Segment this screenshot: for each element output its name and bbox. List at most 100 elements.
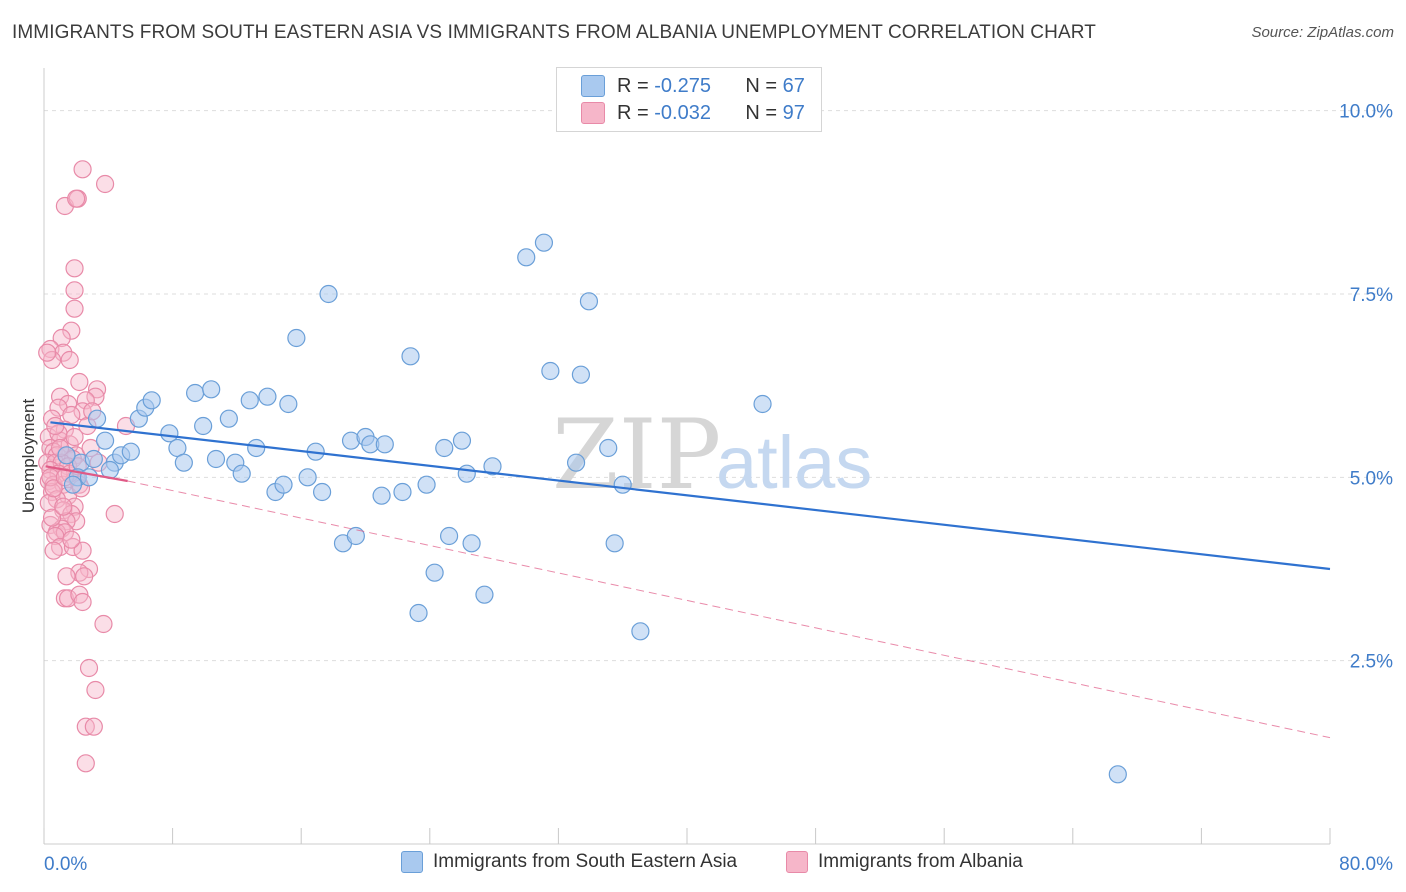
y-tick-label: 7.5%	[1350, 285, 1393, 306]
albania-point	[94, 614, 113, 634]
n-label: N =	[745, 101, 778, 124]
sea-point	[571, 365, 591, 384]
sea-point	[202, 380, 221, 399]
albania-point	[65, 299, 84, 318]
sea-point	[417, 475, 436, 494]
albania-point	[95, 174, 115, 194]
sea-point	[372, 486, 391, 505]
y-tick-label: 10.0%	[1339, 102, 1393, 123]
albania-point	[55, 523, 74, 542]
sea-point	[401, 347, 420, 366]
sea-point	[319, 284, 338, 304]
r-value: -0.032	[654, 101, 711, 124]
albania-point	[62, 321, 81, 340]
sea-point	[435, 438, 454, 458]
sea-point	[375, 435, 394, 454]
albania-point	[67, 512, 86, 531]
albania-point	[84, 717, 103, 736]
sea-point	[566, 453, 586, 472]
sea-point	[534, 233, 554, 252]
albania-point	[60, 350, 79, 370]
sea-point	[240, 391, 259, 410]
watermark-atlas: atlas	[716, 421, 872, 504]
sea-point	[541, 361, 560, 381]
legend-row-albania: R = -0.032 N = 97	[581, 100, 805, 126]
albania-point	[41, 468, 60, 487]
n-value: 67	[782, 74, 805, 97]
chart-title: IMMIGRANTS FROM SOUTH EASTERN ASIA VS IM…	[12, 22, 1096, 43]
sea-point	[452, 431, 472, 450]
sea-point	[79, 468, 99, 487]
sea-point	[160, 424, 179, 443]
sea-point	[279, 394, 298, 414]
sea-point	[483, 457, 502, 476]
sea-point	[206, 449, 226, 469]
albania-point	[76, 754, 95, 773]
sea-point	[57, 446, 76, 465]
sea-point	[298, 468, 317, 487]
albania-point	[86, 680, 105, 700]
legend-label-albania: Immigrants from Albania	[818, 851, 1023, 872]
sea-point	[95, 431, 115, 450]
x-tick-label: 0.0%	[44, 854, 87, 875]
sea-point	[142, 391, 161, 410]
albania-point	[70, 372, 89, 392]
sea-point	[409, 603, 428, 623]
albania-trend-line	[45, 465, 128, 483]
albania-point	[75, 567, 94, 586]
trend-lines	[45, 421, 1331, 739]
albania-point	[63, 537, 83, 557]
sea-point	[753, 394, 772, 414]
sea-point	[247, 438, 266, 458]
sea-point	[457, 464, 476, 483]
legend-swatch-blue	[581, 75, 605, 97]
sea-point	[579, 292, 599, 311]
sea-point	[346, 526, 365, 546]
sea-point	[599, 438, 618, 458]
sea-point	[274, 475, 293, 494]
albania-point	[105, 504, 124, 524]
albania-point	[76, 391, 95, 410]
albania-point	[73, 541, 92, 560]
sea-point	[475, 585, 494, 604]
albania-point	[41, 515, 60, 535]
watermark: ZIP atlas	[552, 399, 872, 511]
sea-point	[517, 248, 536, 267]
sea-point	[174, 453, 193, 472]
legend-swatch-pink	[581, 102, 605, 124]
legend-item-sea: Immigrants from South Eastern Asia	[401, 851, 737, 873]
sea-point	[87, 409, 107, 428]
sea-point	[1108, 765, 1127, 784]
sea-point	[84, 449, 103, 469]
albania-point	[59, 589, 78, 608]
r-value: -0.275	[654, 74, 711, 97]
sea-point	[63, 475, 83, 494]
albania-point	[65, 427, 84, 447]
albania-trend-dashed	[127, 480, 1331, 739]
albania-point	[39, 493, 58, 513]
sea-point	[312, 482, 332, 502]
n-value: 97	[782, 101, 805, 124]
albania-point	[65, 259, 84, 278]
albania-point	[44, 541, 63, 560]
sea-trend-line	[50, 421, 1331, 571]
legend-swatch-pink	[786, 851, 808, 873]
grid-lines	[44, 110, 1392, 662]
legend-swatch-blue	[401, 851, 423, 873]
sea-point	[258, 387, 277, 406]
albania-point	[42, 508, 62, 527]
albania-point	[38, 343, 57, 362]
source-label: Source: ZipAtlas.com	[1251, 24, 1394, 41]
sea-point	[232, 464, 251, 483]
sea-point	[219, 409, 238, 428]
legend-row-sea: R = -0.275 N = 67	[581, 73, 805, 99]
sea-point	[186, 383, 205, 403]
axes	[43, 68, 1331, 845]
sea-point	[439, 526, 459, 546]
albania-point	[54, 497, 73, 516]
albania-point	[52, 328, 71, 348]
n-label: N =	[745, 74, 778, 97]
albania-point	[73, 160, 92, 179]
x-tick-label: 80.0%	[1339, 854, 1393, 875]
sea-point	[287, 328, 306, 348]
